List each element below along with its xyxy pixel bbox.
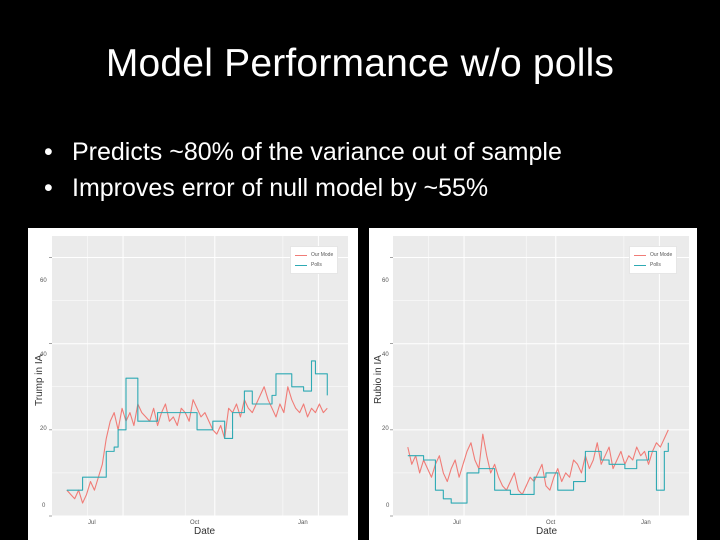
- legend-swatch-polls: [295, 264, 307, 266]
- rubio-chart: Rubio in IA Date 0 20 40 60 Jul Oct Jan …: [369, 228, 697, 540]
- x-tick-label: Jul: [453, 520, 461, 526]
- legend-swatch-polls: [634, 264, 646, 266]
- bullet-list: Predicts ~80% of the variance out of sam…: [44, 134, 562, 206]
- x-tick-label: Oct: [546, 520, 556, 526]
- y-tick-label: 0: [42, 503, 46, 509]
- chart-legend: Our Mode Polls: [629, 246, 678, 274]
- y-tick-label: 0: [386, 503, 390, 509]
- legend-label: Polls: [311, 262, 322, 268]
- rubio-chart-svg: [390, 236, 689, 517]
- trump-chart-svg: [49, 236, 348, 517]
- bullet-item: Predicts ~80% of the variance out of sam…: [44, 134, 562, 170]
- trump-chart: Trump in IA Date 0 20 40 60 Jul Oct Jan …: [28, 228, 358, 540]
- legend-swatch-model: [634, 254, 646, 256]
- polls-series-line: [407, 442, 669, 504]
- legend-label: Polls: [650, 262, 661, 268]
- x-tick-label: Jan: [298, 520, 308, 526]
- y-tick-label: 60: [382, 278, 389, 284]
- y-axis-label: Trump in IA: [34, 354, 45, 406]
- plot-panel: [393, 236, 689, 516]
- slide-title: Model Performance w/o polls: [105, 42, 615, 85]
- y-tick-label: 40: [382, 352, 389, 358]
- x-axis-label: Date: [536, 526, 558, 537]
- legend-label: Our Mode: [650, 252, 673, 258]
- legend-swatch-model: [295, 254, 307, 256]
- plot-panel: [52, 236, 348, 516]
- bullet-item: Improves error of null model by ~55%: [44, 170, 562, 206]
- y-axis-label: Rubio in IA: [373, 355, 384, 404]
- legend-label: Our Mode: [311, 252, 334, 258]
- x-tick-label: Jul: [88, 520, 96, 526]
- model-series-line: [66, 386, 328, 504]
- x-axis-label: Date: [194, 526, 216, 537]
- chart-legend: Our Mode Polls: [290, 246, 339, 274]
- x-tick-label: Oct: [190, 520, 200, 526]
- y-tick-label: 60: [40, 278, 47, 284]
- polls-series-line: [66, 360, 328, 491]
- y-tick-label: 20: [40, 426, 47, 432]
- y-tick-label: 20: [382, 426, 389, 432]
- y-tick-label: 40: [40, 352, 47, 358]
- x-tick-label: Jan: [641, 520, 651, 526]
